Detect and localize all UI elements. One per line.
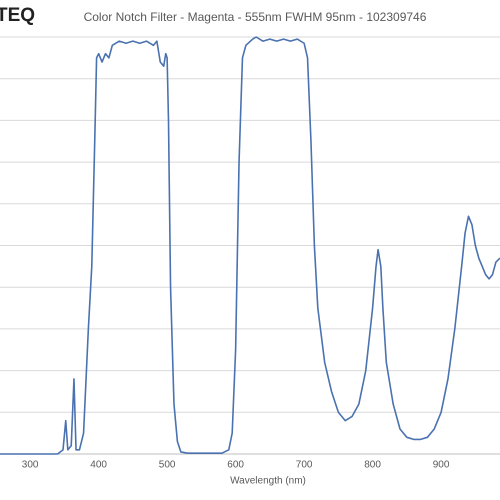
x-tick-label: 700 xyxy=(296,460,313,471)
data-line xyxy=(0,36,500,455)
x-tick-label: 900 xyxy=(433,460,450,471)
x-tick-label: 400 xyxy=(90,460,107,471)
x-tick-label: 600 xyxy=(227,460,244,471)
x-tick-label: 300 xyxy=(22,460,39,471)
x-tick-label: 500 xyxy=(159,460,176,471)
logo: TEQ xyxy=(0,5,35,26)
x-tick-label: 800 xyxy=(364,460,381,471)
x-axis-label: Wavelength (nm) xyxy=(230,476,306,487)
chart-title: Color Notch Filter - Magenta - 555nm FWH… xyxy=(84,10,427,24)
